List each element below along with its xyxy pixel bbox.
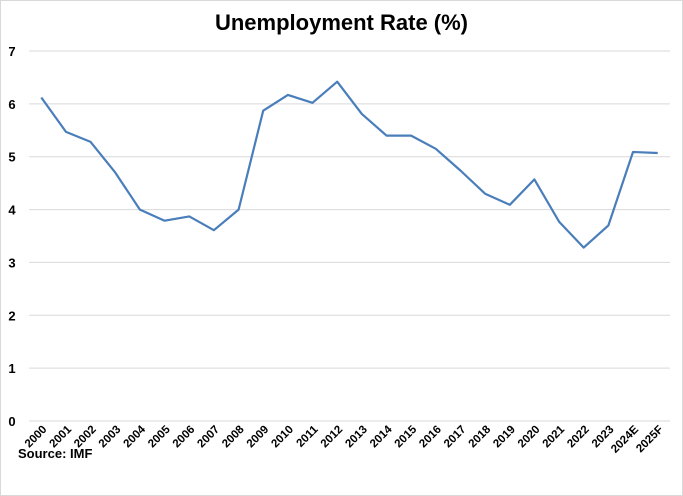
x-tick-label: 2024E (609, 423, 641, 455)
x-tick-label: 2007 (195, 424, 222, 451)
x-tick-label: 2013 (343, 424, 370, 451)
chart-title: Unemployment Rate (%) (214, 10, 469, 35)
y-tick-label: 4 (8, 203, 16, 218)
x-tick-label: 2012 (319, 424, 346, 451)
x-tick-label: 2003 (97, 424, 124, 451)
y-tick-label: 0 (8, 414, 15, 429)
x-tick-label: 2005 (146, 423, 173, 450)
x-tick-label: 2015 (393, 423, 420, 450)
x-tick-label: 2014 (368, 423, 395, 450)
x-tick-label: 2010 (269, 424, 296, 451)
x-tick-label: 2021 (541, 423, 568, 450)
x-tick-label: 2022 (565, 424, 592, 451)
x-tick-label: 2019 (491, 424, 518, 451)
x-tick-label: 2017 (442, 424, 469, 451)
x-tick-label: 2025F (634, 424, 666, 456)
x-tick-label: 2011 (295, 423, 322, 450)
x-tick-label: 2020 (516, 424, 543, 451)
y-tick-label: 7 (8, 44, 15, 59)
y-tick-label: 2 (8, 308, 15, 323)
y-tick-label: 1 (8, 361, 15, 376)
x-tick-label: 2006 (171, 424, 198, 451)
series-line (40, 80, 658, 249)
y-tick-label: 6 (8, 97, 15, 112)
y-tick-label: 3 (8, 255, 15, 270)
x-tick-label: 2004 (121, 423, 148, 450)
x-tick-label: 2008 (220, 423, 247, 450)
y-tick-label: 5 (8, 150, 15, 165)
source-note: Source: IMF (18, 446, 93, 461)
x-tick-label: 2009 (245, 424, 272, 451)
x-tick-label: 2018 (467, 423, 494, 450)
x-tick-label: 2016 (417, 424, 444, 451)
